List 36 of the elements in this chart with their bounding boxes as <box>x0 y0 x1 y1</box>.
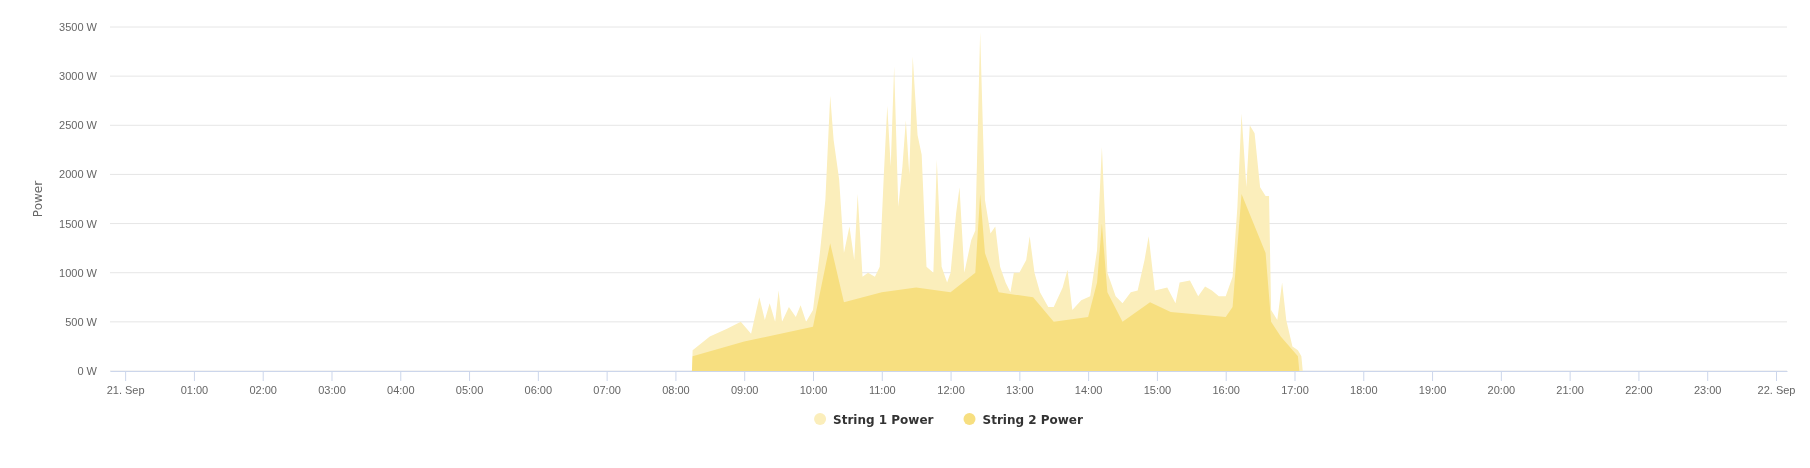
x-tick-label: 17:00 <box>1281 383 1309 396</box>
x-tick-label: 08:00 <box>662 383 690 396</box>
legend-label: String 2 Power <box>982 412 1084 427</box>
x-tick-label: 10:00 <box>799 383 828 396</box>
x-tick-label: 22. Sep <box>1757 383 1796 396</box>
y-tick-label: 1500 W <box>59 217 98 230</box>
y-axis-title: Power <box>31 180 45 218</box>
x-tick-label: 01:00 <box>180 383 209 396</box>
x-tick-label: 12:00 <box>937 383 965 396</box>
y-tick-label: 1000 W <box>59 266 98 279</box>
x-tick-label: 20:00 <box>1487 383 1516 396</box>
x-tick-label: 06:00 <box>524 383 553 396</box>
y-tick-label: 0 W <box>77 365 98 378</box>
x-tick-label: 05:00 <box>455 383 484 396</box>
x-tick-label: 18:00 <box>1350 383 1378 396</box>
y-tick-label: 3000 W <box>59 70 98 83</box>
x-tick-label: 22:00 <box>1625 383 1653 396</box>
x-tick-label: 16:00 <box>1212 383 1240 396</box>
x-tick-label: 21:00 <box>1556 383 1584 396</box>
y-tick-label: 2000 W <box>59 168 98 181</box>
x-tick-label: 14:00 <box>1074 383 1103 396</box>
x-tick-label: 03:00 <box>318 383 346 396</box>
y-tick-label: 3500 W <box>59 21 98 34</box>
x-tick-label: 02:00 <box>249 383 277 396</box>
x-tick-label: 04:00 <box>387 383 415 396</box>
x-tick-label: 15:00 <box>1143 383 1172 396</box>
x-tick-label: 07:00 <box>593 383 621 396</box>
x-tick-label: 19:00 <box>1418 383 1447 396</box>
legend-label: String 1 Power <box>833 412 934 427</box>
x-tick-label: 09:00 <box>730 383 759 396</box>
y-tick-label: 2500 W <box>59 119 98 132</box>
x-tick-label: 13:00 <box>1006 383 1034 396</box>
x-tick-label: 23:00 <box>1693 383 1722 396</box>
y-tick-label: 500 W <box>65 315 98 328</box>
x-tick-label: 21. Sep <box>106 383 145 396</box>
x-tick-label: 11:00 <box>868 383 896 396</box>
